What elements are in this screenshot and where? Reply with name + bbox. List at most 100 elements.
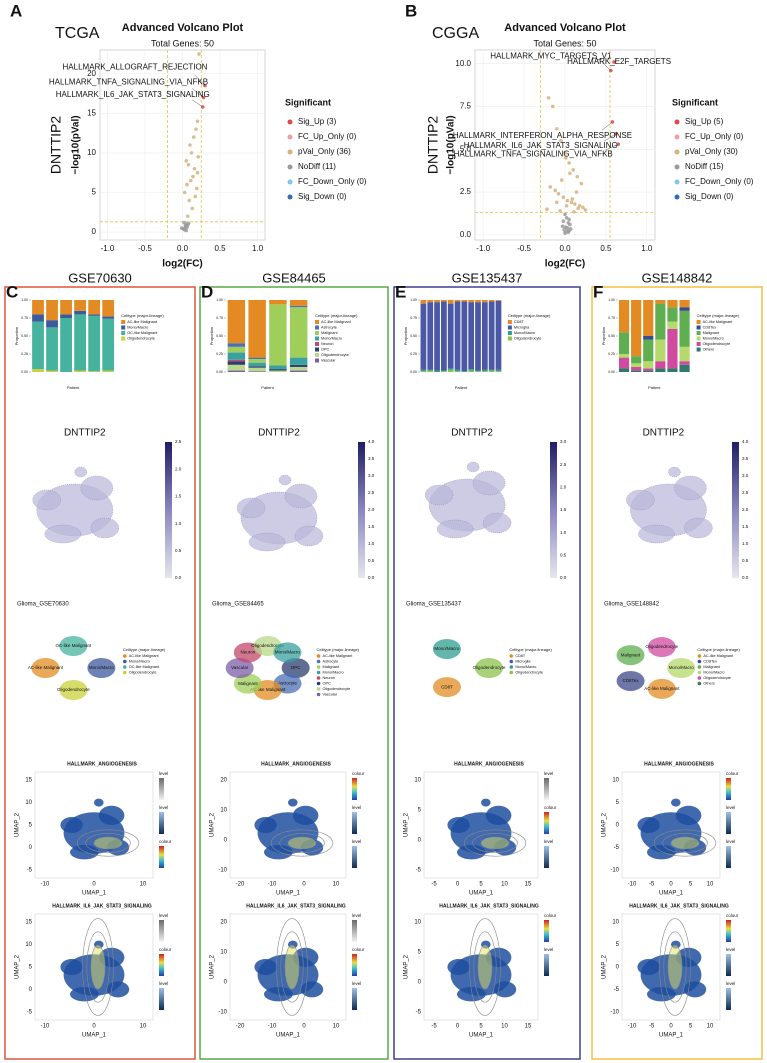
annotation: HALLMARK_IL6_JAK_STAT3_SIGNALING [464, 141, 618, 150]
panel-border [4, 286, 196, 1060]
y-tick-label: 0.25 [608, 352, 615, 356]
panel-letter: F [593, 282, 603, 301]
bar-segment [475, 370, 481, 372]
bar-segment [679, 310, 690, 347]
bar-segment [248, 367, 266, 372]
x-tick-label: -10 [41, 1024, 50, 1030]
bar-segment [269, 365, 287, 370]
umap-cluster [616, 645, 645, 666]
legend-swatch [674, 149, 680, 155]
legend-label: Sig_Down (0) [685, 192, 734, 201]
bar-segment [679, 361, 690, 365]
x-tick-label: 0.0 [559, 244, 571, 253]
y-tick-label: 0 [224, 980, 228, 986]
umap-cluster [667, 658, 696, 678]
umap-cluster [31, 658, 60, 679]
bar-segment [631, 366, 642, 371]
x-tick-label: 10 [333, 882, 340, 888]
colorbar-label: 0.0 [560, 575, 567, 580]
legend-label: CD8T [515, 654, 526, 658]
legend-swatch [696, 320, 701, 324]
legend-label: Oligodendrocyte [129, 671, 157, 675]
legend-title: colour [726, 913, 739, 918]
panel-border [199, 286, 389, 1060]
point [188, 143, 192, 147]
x-tick-label: -20 [236, 1024, 245, 1030]
x-tick-label: 10 [501, 1024, 508, 1030]
point [194, 127, 198, 131]
bar-segment [88, 314, 101, 316]
bar-segment [454, 369, 461, 372]
legend-swatch [316, 665, 321, 669]
bar-segment [289, 366, 308, 371]
y-tick-label: -10 [610, 1010, 619, 1016]
bar-segment [481, 300, 488, 303]
umap-cluster [273, 642, 302, 663]
point [574, 190, 579, 194]
legend-title: colour [544, 805, 557, 810]
umap-cells [671, 798, 681, 807]
legend-swatch [697, 670, 702, 675]
legend-label: Vascular [321, 359, 336, 363]
y-tick-label: 0.00 [21, 370, 28, 374]
umap-cells [106, 981, 130, 998]
bar-segment [655, 339, 666, 362]
y-tick-label: 20 [220, 778, 227, 784]
x-tick-label: 15 [525, 882, 532, 888]
legend-swatch [697, 659, 702, 664]
legend-label: Oligodendrocyte [514, 337, 542, 341]
x-axis-label: Patient [648, 385, 661, 390]
legend-swatch [316, 681, 321, 686]
point [563, 212, 567, 217]
colorbar [732, 442, 739, 578]
point [561, 195, 566, 200]
umap-cells [98, 805, 125, 826]
density-contour [463, 829, 527, 857]
legend-key [159, 812, 164, 834]
legend-key [352, 812, 357, 834]
x-tick-label: 5 [479, 882, 483, 888]
y-tick-label: 10 [220, 950, 227, 956]
legend-title: Celltype (major-lineage) [315, 313, 358, 318]
legend-swatch [315, 353, 320, 357]
point [555, 126, 559, 131]
bar-segment [495, 371, 502, 372]
x-axis-label: UMAP_1 [659, 1033, 684, 1039]
density-contour [90, 944, 106, 990]
y-tick-label: 0.25 [216, 352, 223, 356]
legend-key [544, 920, 549, 942]
point [189, 151, 194, 155]
x-tick-label: -1.0 [476, 244, 490, 253]
bar-segment [420, 303, 427, 370]
density-contour [670, 836, 700, 850]
point [556, 191, 561, 196]
legend-label: OC-like Malignant [127, 331, 158, 335]
y-tick-label: -10 [218, 868, 227, 874]
legend-label: AC-like Malignant [321, 320, 352, 324]
bar-segment [32, 300, 44, 315]
legend-label: CD8Tex [703, 326, 717, 330]
celltype-title: Glioma_GSE84465 [212, 602, 264, 608]
colorbar [550, 442, 557, 578]
y-tick-label: 0.00 [608, 370, 615, 374]
y-axis-label: UMAP_2 [602, 954, 608, 979]
umap-cells [424, 484, 454, 506]
y-tick-label: 15 [87, 108, 96, 117]
legend-title: level [159, 981, 168, 986]
hallmark-title: HALLMARK_ANGIOGENESIS [67, 761, 137, 767]
annotation-pointer [601, 121, 613, 131]
bar-segment [60, 318, 72, 372]
bar-segment [461, 300, 468, 302]
hallmark-title: HALLMARK_ANGIOGENESIS [454, 761, 524, 767]
y-tick-label: -5 [614, 987, 620, 993]
density-contour [276, 918, 308, 1016]
y-tick-label: 0 [224, 838, 228, 844]
legend-swatch [697, 665, 702, 669]
point [572, 209, 576, 214]
point [186, 162, 191, 167]
x-axis-label: Patient [261, 385, 274, 390]
celltype-title: Glioma_GSE70630 [17, 602, 69, 608]
chart-title: Advanced Volcano Plot [122, 22, 244, 34]
legend-title: Celltype (major-lineage) [697, 313, 740, 318]
